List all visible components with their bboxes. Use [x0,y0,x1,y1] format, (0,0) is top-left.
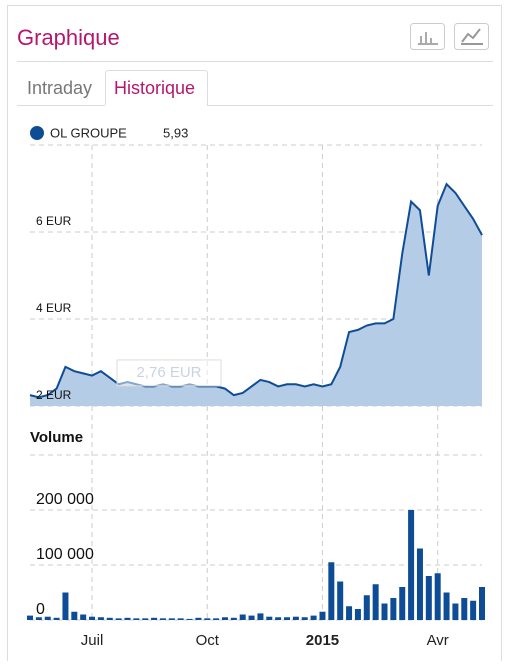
volume-bar [319,611,326,620]
volume-bar [452,603,459,620]
volume-bar [115,618,122,620]
volume-bar [399,587,406,620]
volume-bar [177,618,184,620]
volume-bar [479,587,485,620]
tab[interactable]: Historique [114,78,195,98]
y-tick-label: 200 000 [36,491,94,508]
price-line [29,182,483,399]
line-chart-button[interactable] [454,23,489,50]
legend-value: 5,93 [163,125,188,140]
volume-bar [328,562,335,620]
volume-bar [434,573,441,620]
volume-bar [381,603,388,620]
tooltip-label: 2,76 EUR [136,364,201,381]
volume-bar [213,618,220,620]
legend-label: OL GROUPE [50,125,127,140]
volume-bar [53,617,60,620]
volume-bar [97,617,104,620]
volume-bar [159,618,166,620]
x-tick-label: Oct [196,632,220,649]
volume-bar [124,617,131,620]
tooltip-ghost [116,359,222,387]
widget-title: Graphique [17,25,120,50]
volume-bar [142,618,149,620]
volume-bar [80,614,87,620]
x-tick-label: Avr [427,632,449,649]
tab[interactable]: Intraday [27,78,92,98]
volume-title: Volume [30,429,83,446]
volume-bar [284,617,291,620]
x-tick-label: 2015 [306,632,339,649]
volume-bar [443,592,450,620]
y-tick-label: 2 EUR [36,388,72,402]
volume-bar [44,616,51,620]
volume-bar [301,617,308,620]
y-tick-label: 100 000 [36,546,94,563]
volume-bar [363,595,370,620]
volume-bar [27,615,33,620]
volume-bar [390,598,397,620]
area-fill [30,184,482,406]
volume-bar [89,616,96,620]
volume-bar [239,614,246,620]
y-tick-label: 6 EUR [36,214,72,228]
volume-bar [133,618,140,620]
volume-bar [151,617,158,620]
volume-bar [230,617,237,620]
volume-bar [292,616,299,620]
volume-bar [195,617,202,620]
volume-bar [346,606,353,620]
active-tab-border [105,70,208,105]
volume-bar [168,618,175,620]
volume-bar [248,615,255,620]
volume-bar [372,584,379,620]
volume-bar [257,613,264,620]
legend-marker [30,126,44,140]
volume-bar [416,548,423,620]
volume-bar [62,592,69,620]
y-tick-label: 4 EUR [36,301,72,315]
volume-bar [354,609,361,620]
volume-bar [337,581,344,620]
volume-bar [310,615,317,620]
volume-bar [470,600,477,620]
volume-bar [35,617,42,620]
volume-bar [275,617,282,620]
volume-bar [204,618,211,620]
x-tick-label: Juil [81,632,104,649]
volume-bar [221,617,228,620]
volume-bar [71,611,78,620]
volume-bar [425,576,432,620]
bar-chart-button[interactable] [410,23,445,50]
y-tick-label: 0 [36,601,45,618]
volume-bar [186,618,193,620]
volume-bar [106,617,113,620]
volume-bar [408,510,415,620]
volume-bar [266,616,273,620]
volume-bar [461,598,468,620]
